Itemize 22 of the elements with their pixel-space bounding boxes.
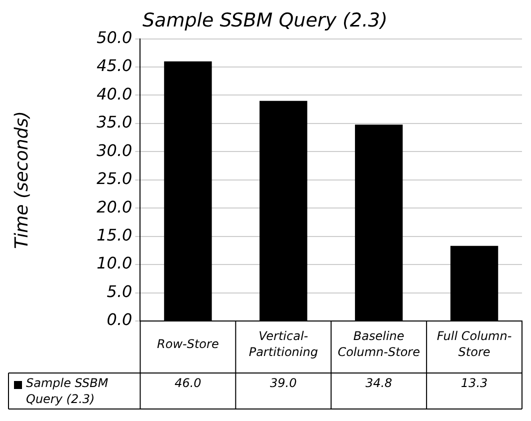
y-tick-label: 15.0 <box>96 225 132 244</box>
y-tick-label: 30.0 <box>96 140 132 160</box>
y-tick-label: 0.0 <box>106 310 132 330</box>
y-tick-label: 5.0 <box>106 282 132 301</box>
y-tick-label: 35.0 <box>96 112 132 132</box>
y-tick-label: 25.0 <box>96 169 132 188</box>
data-label: 13.3 <box>460 376 488 390</box>
data-label: 34.8 <box>365 376 393 390</box>
data-label: 46.0 <box>174 376 202 390</box>
y-tick-label: 20.0 <box>96 197 132 216</box>
x-tick-label: Full Column-Store <box>436 329 512 360</box>
legend-label: Sample SSBM Query (2.3) <box>26 376 109 406</box>
y-tick-label: 45.0 <box>96 56 132 76</box>
y-tick-label: 10.0 <box>96 254 132 273</box>
chart-title: Sample SSBM Query (2.3) <box>142 9 388 32</box>
y-tick-label: 40.0 <box>96 84 132 104</box>
y-axis-title: Time (seconds) <box>11 110 32 249</box>
data-label: 39.0 <box>270 376 298 390</box>
x-tick-label: Row-Store <box>157 337 219 352</box>
y-tick-label: 50.0 <box>96 28 132 47</box>
x-tick-label: Vertical-Partitioning <box>248 329 318 360</box>
x-tick-label: Baseline Column-Store <box>338 329 420 360</box>
